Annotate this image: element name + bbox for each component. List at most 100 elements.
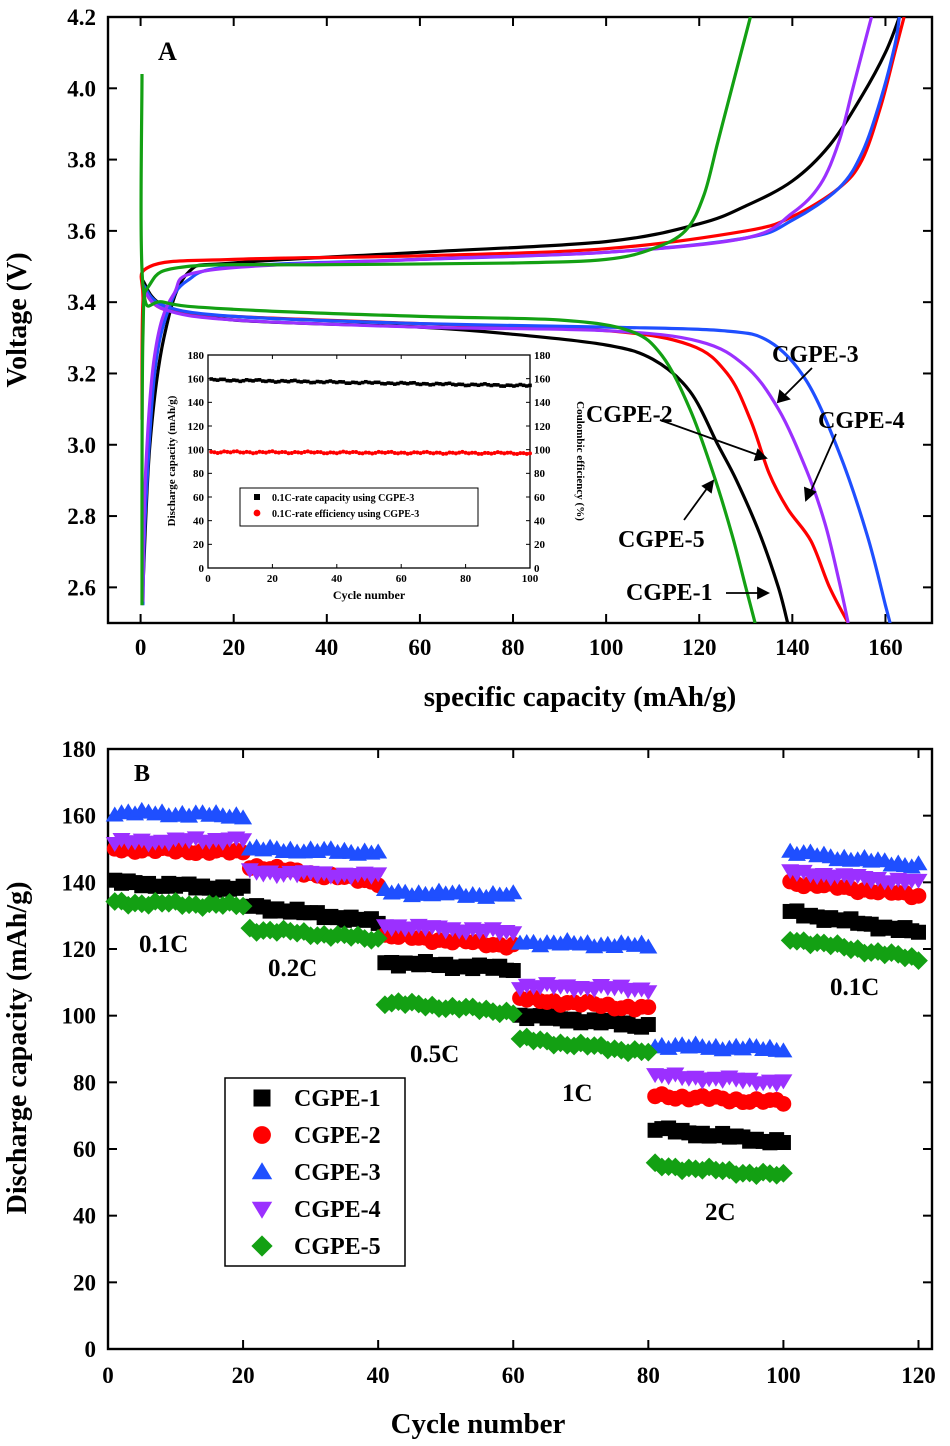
inset-point-efficiency <box>331 450 336 455</box>
legend-label-cgpe-1: CGPE-1 <box>294 1086 381 1112</box>
panel-a-x-tick-label: 0 <box>135 635 147 660</box>
inset-point-capacity <box>505 383 510 387</box>
inset-point-efficiency <box>267 449 272 454</box>
curve-label-cgpe-5: CGPE-5 <box>618 527 705 553</box>
inset-point-capacity <box>335 380 339 385</box>
inset-y-tick-label: 60 <box>193 492 205 504</box>
point-cgpe-4 <box>504 926 523 942</box>
inset-point-efficiency <box>334 451 339 456</box>
inset-point-efficiency <box>402 450 407 455</box>
curve-cgpe-3-discharge <box>141 283 892 623</box>
inset-point-capacity <box>483 382 487 386</box>
inset-point-efficiency <box>495 450 500 455</box>
inset-point-efficiency <box>299 450 304 455</box>
inset-point-efficiency <box>437 450 442 455</box>
arrow-cgpe-3-head <box>776 389 791 404</box>
inset-point-capacity <box>418 382 423 387</box>
inset-point-efficiency <box>466 451 471 456</box>
legend-marker-cgpe-4 <box>251 1201 273 1219</box>
inset-point-capacity <box>499 384 503 388</box>
inset-point-capacity <box>463 383 468 388</box>
inset-y-tick-label-right: 40 <box>534 516 546 528</box>
inset-point-efficiency <box>228 450 233 455</box>
inset-point-efficiency <box>218 450 223 455</box>
panel-b-points <box>105 801 928 1185</box>
inset-point-capacity <box>470 382 474 387</box>
inset-point-capacity <box>392 382 397 386</box>
inset-point-efficiency <box>270 449 275 454</box>
inset-y-tick-label-right: 60 <box>534 492 546 504</box>
inset-point-efficiency <box>338 450 343 455</box>
inset-point-capacity <box>347 381 352 385</box>
inset-point-efficiency <box>399 450 404 455</box>
inset-point-capacity <box>502 384 507 388</box>
point-cgpe-5 <box>774 1163 793 1183</box>
panel-a-y-tick-label: 3.4 <box>67 290 96 315</box>
inset-point-capacity <box>315 379 320 384</box>
rate-label-1c: 1C <box>562 1080 593 1107</box>
inset-point-efficiency <box>415 450 420 455</box>
inset-y-axis-label-left: Discharge capacity (mAh/g) <box>166 395 178 526</box>
point-cgpe-3 <box>639 938 658 954</box>
inset-point-capacity <box>222 377 226 382</box>
panel-b-y-tick-label: 140 <box>62 870 97 895</box>
inset-point-efficiency <box>315 449 320 454</box>
inset-point-efficiency <box>502 451 507 456</box>
inset-point-efficiency <box>463 450 468 455</box>
inset-point-capacity <box>467 383 471 388</box>
inset-point-efficiency <box>457 450 462 455</box>
inset-point-capacity <box>267 378 271 383</box>
inset-point-capacity <box>380 381 384 386</box>
inset-point-capacity <box>457 382 461 387</box>
inset-point-capacity <box>331 380 336 384</box>
legend-marker-cgpe-2 <box>253 1126 271 1144</box>
inset-point-efficiency <box>241 450 246 455</box>
legend-label-cgpe-4: CGPE-4 <box>294 1197 381 1223</box>
inset-point-efficiency <box>212 450 217 455</box>
inset-point-efficiency <box>283 450 288 455</box>
panel-a-y-tick-label: 3.8 <box>67 148 96 173</box>
inset-point-efficiency <box>486 450 491 455</box>
inset-point-efficiency <box>418 451 423 456</box>
inset-point-capacity <box>212 377 217 382</box>
inset-point-efficiency <box>309 450 314 455</box>
curve-label-cgpe-3: CGPE-3 <box>772 342 859 368</box>
point-cgpe-4 <box>639 985 658 1001</box>
inset-point-capacity <box>219 377 223 382</box>
inset-point-capacity <box>431 382 436 387</box>
inset-point-capacity <box>441 382 445 387</box>
inset-point-capacity <box>444 381 449 386</box>
point-cgpe-4 <box>774 1074 793 1090</box>
panel-a-x-tick-label: 80 <box>502 635 525 660</box>
inset-point-capacity <box>231 378 236 382</box>
legend-label-cgpe-2: CGPE-2 <box>294 1123 381 1149</box>
inset-point-efficiency <box>518 451 523 456</box>
legend-marker-cgpe-1 <box>253 1089 271 1107</box>
arrow-cgpe-5 <box>683 486 709 521</box>
arrow-cgpe-3 <box>782 367 813 398</box>
inset-point-efficiency <box>428 450 433 455</box>
curve-cgpe-4-discharge <box>141 286 850 623</box>
panel-b-y-tick-label: 60 <box>73 1137 96 1162</box>
inset-point-efficiency <box>511 451 516 456</box>
inset-point-capacity <box>228 379 233 383</box>
inset-point-capacity <box>415 382 420 386</box>
legend-label-cgpe-5: CGPE-5 <box>294 1234 381 1260</box>
point-cgpe-3 <box>369 843 388 859</box>
inset-point-capacity <box>421 381 426 386</box>
curve-cgpe-2-charge <box>139 17 906 420</box>
legend-marker-cgpe-5 <box>251 1235 273 1257</box>
inset-point-capacity <box>209 377 214 381</box>
inset-x-tick-label: 0 <box>205 573 211 585</box>
panel-b-y-tick-label: 0 <box>85 1337 97 1362</box>
inset-y-tick-label: 140 <box>188 397 205 409</box>
panel-a: A Voltage (V) specific capacity (mAh/g) … <box>2 5 934 713</box>
panel-b-x-tick-label: 40 <box>367 1363 390 1388</box>
panel-b-y-tick-label: 180 <box>62 737 97 762</box>
inset-legend-marker-efficiency <box>253 509 261 517</box>
inset-point-capacity <box>405 381 410 386</box>
inset-point-capacity <box>376 380 381 385</box>
inset-point-capacity <box>489 383 494 388</box>
point-cgpe-2 <box>910 887 927 904</box>
inset-point-efficiency <box>392 450 397 455</box>
